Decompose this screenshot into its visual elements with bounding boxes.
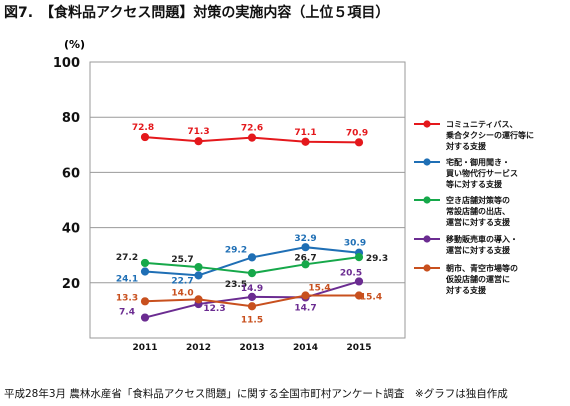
- data-label: 11.5: [241, 315, 263, 325]
- page-title: 図7. 【食料品アクセス問題】対策の実施内容（上位５項目）: [4, 5, 390, 21]
- y-tick-label: 20: [62, 277, 80, 292]
- data-label: 72.8: [132, 123, 154, 133]
- x-tick-label: 2014: [293, 343, 318, 353]
- data-label: 24.1: [116, 274, 138, 284]
- x-tick-label: 2012: [186, 343, 211, 353]
- source-note: 平成28年3月 農林水産省「食料品アクセス問題」に関する全国市町村アンケート調査…: [4, 388, 508, 400]
- legend-marker: [423, 196, 431, 204]
- data-point: [354, 291, 364, 300]
- data-point: [247, 253, 257, 262]
- data-point: [354, 277, 364, 286]
- data-point: [140, 313, 150, 322]
- legend-label: 仮設店舗の運営に: [445, 274, 510, 284]
- data-label: 29.2: [225, 245, 247, 255]
- legend-label: 空き店舗対策等の: [446, 195, 510, 205]
- data-label: 15.4: [308, 283, 330, 293]
- plot-area: [89, 61, 406, 339]
- x-tick-label: 2011: [132, 343, 157, 353]
- data-label: 72.6: [241, 124, 263, 134]
- data-point: [140, 297, 150, 306]
- data-label: 12.3: [203, 304, 225, 314]
- legend-label: 対する支援: [445, 285, 487, 295]
- data-point: [247, 302, 257, 311]
- data-label: 71.1: [294, 128, 316, 138]
- data-point: [301, 137, 310, 146]
- legend-label: コミュニティバス、: [446, 120, 518, 129]
- series-group: [140, 132, 364, 322]
- data-label: 71.3: [187, 127, 209, 137]
- data-label: 14.9: [241, 284, 263, 294]
- data-label: 70.9: [346, 128, 368, 138]
- data-labels: 72.8 71.3 72.6 71.1 70.9 24.1 22.7 29.2 32.9 30.9…: [116, 123, 388, 325]
- x-axis: 2011 2012 2013 2014 2015: [132, 343, 371, 353]
- legend-label: 常設店舗の出店、: [446, 206, 510, 216]
- legend-label: 運営に対する支援: [446, 245, 511, 255]
- data-point: [354, 253, 364, 262]
- data-point: [354, 138, 364, 147]
- legend-label: 朝市、青空市場等の: [446, 263, 518, 273]
- data-point: [140, 132, 150, 142]
- data-label: 7.4: [119, 308, 135, 318]
- data-label: 14.7: [294, 303, 316, 313]
- data-point: [194, 295, 203, 304]
- y-tick-label: 80: [62, 111, 80, 126]
- data-label: 15.4: [360, 292, 382, 302]
- data-point: [301, 260, 310, 269]
- legend-label: 乗合タクシーの運行等に: [446, 130, 534, 140]
- data-label: 26.7: [294, 253, 316, 263]
- y-tick-label: 60: [62, 166, 80, 181]
- legend-marker: [423, 158, 431, 166]
- data-point: [194, 271, 203, 280]
- data-point: [247, 292, 257, 301]
- y-axis: 100 80 60 40 20: [53, 56, 80, 292]
- legend-label: 等に対する支援: [445, 179, 503, 189]
- y-axis-unit: (%): [64, 38, 85, 51]
- data-label: 23.5: [225, 280, 247, 290]
- y-tick-label: 40: [62, 222, 80, 237]
- legend-marker: [423, 264, 431, 272]
- data-label: 20.5: [340, 268, 362, 278]
- legend-label: 運営に対する支援: [446, 217, 511, 227]
- legend: コミュニティバス、乗合タクシーの運行等に対する支援宅配・御用聞き・買い物代行サー…: [414, 120, 534, 295]
- data-point: [301, 291, 310, 300]
- data-label: 25.7: [171, 255, 193, 265]
- y-tick-label: 100: [53, 56, 80, 71]
- data-label: 29.3: [366, 254, 388, 264]
- data-label: 14.0: [171, 288, 193, 298]
- line-chart: 100 80 60 40 20 (%) 2011 2012 2013 2014 2015 72.…: [53, 38, 534, 353]
- data-point: [301, 243, 310, 252]
- data-point: [140, 258, 150, 268]
- data-label: 13.3: [116, 293, 138, 303]
- legend-label: 移動販売車の導入・: [446, 234, 518, 244]
- legend-marker: [423, 235, 431, 243]
- data-point: [194, 137, 203, 146]
- legend-label: 宅配・御用聞き・: [446, 157, 510, 167]
- data-point: [140, 267, 150, 276]
- data-label: 27.2: [116, 253, 138, 263]
- data-point: [247, 133, 257, 142]
- data-point: [247, 269, 257, 278]
- x-tick-label: 2013: [239, 343, 264, 353]
- legend-marker: [423, 120, 431, 128]
- data-label: 32.9: [294, 234, 316, 244]
- data-label: 30.9: [344, 239, 366, 249]
- data-label: 22.7: [171, 276, 193, 286]
- legend-label: 対する支援: [445, 141, 487, 151]
- data-point: [194, 262, 203, 272]
- legend-label: 買い物代行サービス: [446, 168, 518, 178]
- x-tick-label: 2015: [346, 343, 371, 353]
